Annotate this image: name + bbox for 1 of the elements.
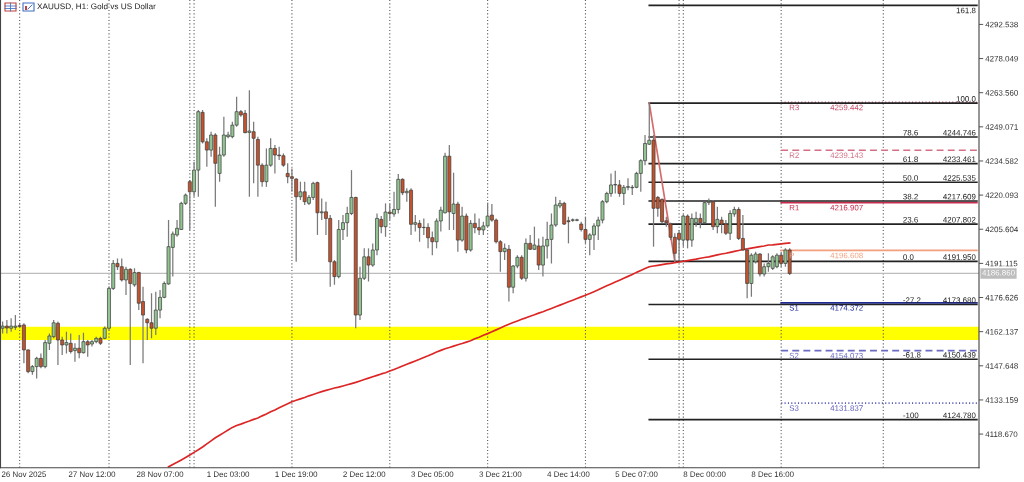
- chart-title: XAUUSD, H1: Gold vs US Dollar: [37, 3, 156, 11]
